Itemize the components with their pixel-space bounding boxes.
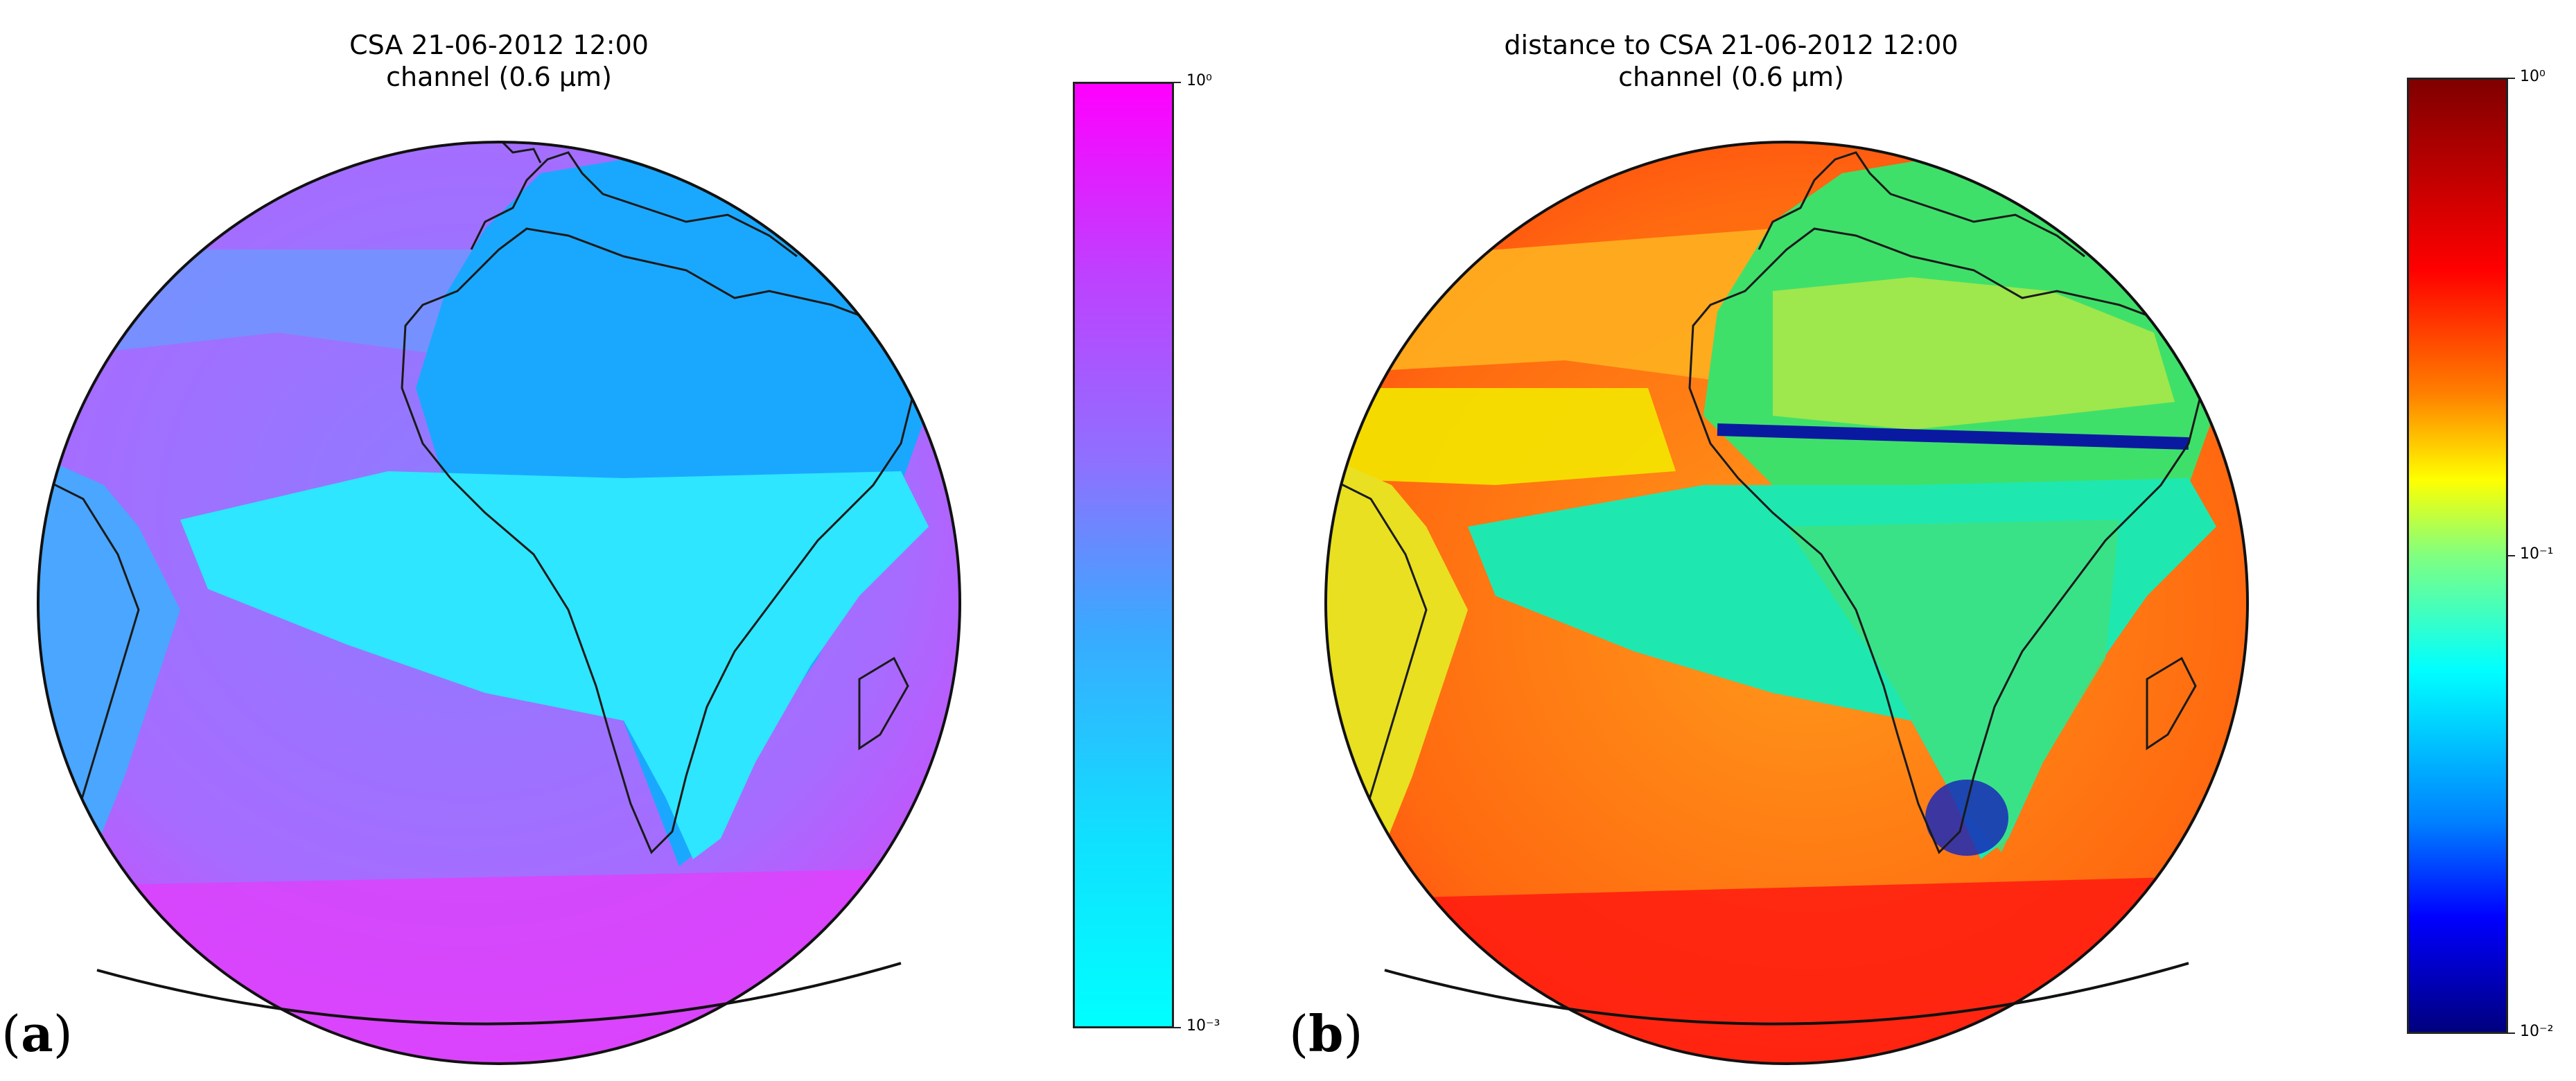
panel-a-title-line2: channel (0.6 μm): [386, 62, 612, 92]
panel-b-globe-map: [1324, 141, 2249, 1065]
panel-b-colorbar-tick-bottom: 10⁻²: [2520, 1023, 2554, 1040]
panel-a-colorbar: [1073, 82, 1174, 1028]
equatorial-band: [180, 471, 929, 859]
panel-b: distance to CSA 21-06-2012 12:00 channel…: [1288, 0, 2576, 1081]
panel-a-title-line1: CSA 21-06-2012 12:00: [349, 30, 649, 60]
panel-a-globe-map: [37, 141, 961, 1065]
panel-b-label-close: ): [1343, 1005, 1363, 1063]
panel-a-colorbar-tick-bottom: 10⁻³: [1186, 1017, 1220, 1035]
panel-a-label-letter: a: [21, 1004, 53, 1063]
panel-a-label: (a): [1, 1006, 73, 1062]
panel-b-label-open: (: [1289, 1005, 1309, 1063]
panel-b-colorbar-tick-top: 10⁰: [2520, 68, 2546, 85]
panel-b-title-line1: distance to CSA 21-06-2012 12:00: [1504, 30, 1959, 60]
panel-a-label-open: (: [1, 1005, 21, 1063]
panel-b-label-letter: b: [1308, 1004, 1344, 1063]
panel-a-colorbar-tick-top: 10⁰: [1186, 72, 1212, 89]
globe-outline: [1324, 141, 2249, 1065]
coastlines: [41, 142, 916, 860]
globe-outline: [37, 141, 961, 1065]
panel-b-label: (b): [1289, 1006, 1363, 1062]
panel-b-title-line2: channel (0.6 μm): [1618, 62, 1844, 92]
panel-a-title: CSA 21-06-2012 12:00 channel (0.6 μm): [152, 29, 845, 93]
panel-b-colorbar: [2407, 78, 2508, 1034]
panel-a-label-close: ): [53, 1005, 73, 1063]
panel-b-title: distance to CSA 21-06-2012 12:00 channel…: [1385, 29, 2078, 93]
panel-b-colorbar-tick-mid: 10⁻¹: [2520, 545, 2554, 563]
panel-a: CSA 21-06-2012 12:00 channel (0.6 μm): [1, 29, 1220, 1065]
